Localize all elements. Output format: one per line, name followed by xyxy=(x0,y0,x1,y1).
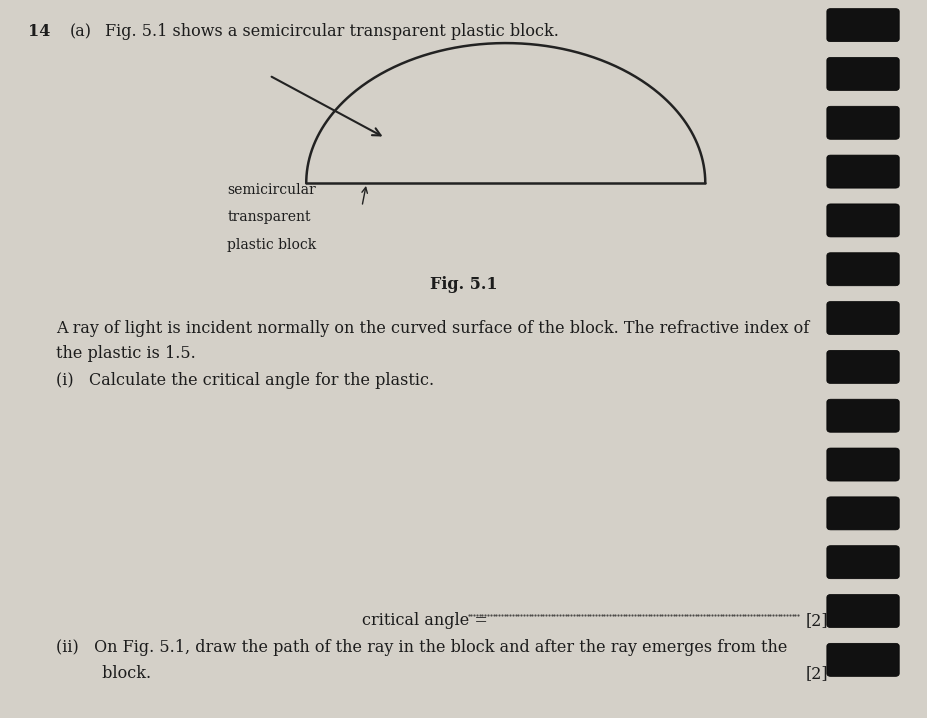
FancyBboxPatch shape xyxy=(826,546,898,579)
Text: transparent: transparent xyxy=(227,210,311,224)
FancyBboxPatch shape xyxy=(826,204,898,237)
Text: A ray of light is incident normally on the curved surface of the block. The refr: A ray of light is incident normally on t… xyxy=(56,320,808,337)
FancyBboxPatch shape xyxy=(826,253,898,286)
Text: [2]: [2] xyxy=(805,612,827,629)
Text: semicircular: semicircular xyxy=(227,183,316,197)
FancyBboxPatch shape xyxy=(826,595,898,628)
FancyBboxPatch shape xyxy=(826,497,898,530)
Text: block.: block. xyxy=(56,665,151,682)
Text: (i)   Calculate the critical angle for the plastic.: (i) Calculate the critical angle for the… xyxy=(56,372,433,389)
FancyBboxPatch shape xyxy=(826,57,898,90)
FancyBboxPatch shape xyxy=(826,106,898,139)
Text: [2]: [2] xyxy=(805,665,827,682)
FancyBboxPatch shape xyxy=(826,9,898,42)
FancyBboxPatch shape xyxy=(826,302,898,335)
Text: (ii)   On Fig. 5.1, draw the path of the ray in the block and after the ray emer: (ii) On Fig. 5.1, draw the path of the r… xyxy=(56,639,786,656)
FancyBboxPatch shape xyxy=(826,155,898,188)
Text: Fig. 5.1 shows a semicircular transparent plastic block.: Fig. 5.1 shows a semicircular transparen… xyxy=(105,23,558,40)
FancyBboxPatch shape xyxy=(826,448,898,481)
Text: the plastic is 1.5.: the plastic is 1.5. xyxy=(56,345,196,362)
Text: Fig. 5.1: Fig. 5.1 xyxy=(430,276,497,294)
Text: plastic block: plastic block xyxy=(227,238,316,251)
Text: (a): (a) xyxy=(70,23,92,40)
FancyBboxPatch shape xyxy=(826,399,898,432)
Text: 14: 14 xyxy=(28,23,50,40)
FancyBboxPatch shape xyxy=(826,643,898,676)
Text: critical angle =: critical angle = xyxy=(362,612,492,629)
FancyBboxPatch shape xyxy=(826,350,898,383)
